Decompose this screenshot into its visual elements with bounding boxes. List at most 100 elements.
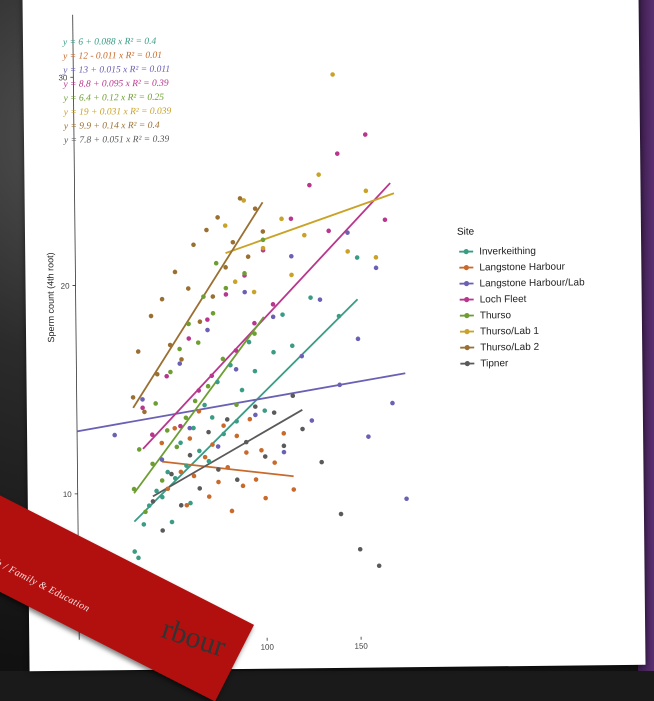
data-point <box>364 189 369 194</box>
data-point <box>374 255 379 260</box>
data-point <box>159 441 164 446</box>
data-point <box>160 528 165 533</box>
data-point <box>261 238 266 243</box>
data-point <box>234 367 239 372</box>
regression-lines <box>74 183 406 522</box>
data-point <box>206 384 211 389</box>
data-point <box>363 132 368 137</box>
data-point <box>136 556 141 561</box>
data-point <box>234 419 239 424</box>
regression-line <box>152 410 303 497</box>
data-point <box>179 503 184 508</box>
data-point <box>316 172 321 177</box>
data-point <box>160 297 165 302</box>
data-point <box>202 403 207 408</box>
data-point <box>231 240 236 245</box>
data-point <box>271 302 276 307</box>
data-point <box>151 499 156 504</box>
data-point <box>170 520 175 525</box>
equation-labels: y = 6 + 0.088 x R² = 0.4y = 12 - 0.011 x… <box>62 37 172 146</box>
data-point <box>224 292 229 297</box>
data-point <box>188 453 193 458</box>
data-point <box>196 388 201 393</box>
data-point <box>289 273 294 278</box>
data-point <box>224 286 229 291</box>
data-point <box>242 290 247 295</box>
equation-label: y = 6 + 0.088 x R² = 0.4 <box>62 37 157 48</box>
data-point <box>177 347 182 352</box>
data-point <box>358 547 363 552</box>
data-point <box>230 509 235 514</box>
equation-label: y = 13 + 0.015 x R² = 0.011 <box>62 65 170 76</box>
data-point <box>279 217 284 222</box>
y-tick-label: 10 <box>63 490 73 499</box>
data-point <box>203 455 208 460</box>
data-point <box>291 487 296 492</box>
data-point <box>179 357 184 362</box>
legend-key-point <box>464 249 469 254</box>
y-axis-title: Sperm count (4th root) <box>45 252 56 342</box>
data-point <box>241 484 246 489</box>
legend-entry: Langstone Harbour <box>479 262 565 274</box>
data-point <box>252 290 257 295</box>
data-point <box>234 434 239 439</box>
data-point <box>149 314 154 319</box>
data-point <box>244 450 249 455</box>
data-point <box>204 228 209 233</box>
data-point <box>271 315 276 320</box>
legend-entry: Tipner <box>480 358 509 369</box>
data-point <box>259 448 264 453</box>
data-point <box>172 426 177 431</box>
data-point <box>318 297 323 302</box>
data-point <box>282 450 287 455</box>
data-point <box>235 477 240 482</box>
legend-entry: Thurso <box>480 310 512 321</box>
data-point <box>193 399 198 404</box>
data-point <box>132 549 137 554</box>
data-point <box>186 336 191 341</box>
data-point <box>178 440 183 445</box>
legend-key-point <box>465 345 470 350</box>
regression-line <box>76 373 405 431</box>
data-point <box>272 460 277 465</box>
data-point <box>272 410 277 415</box>
data-point <box>308 295 313 300</box>
data-point <box>299 354 304 359</box>
data-point <box>330 72 335 77</box>
data-point <box>300 427 305 432</box>
legend-key-point <box>465 361 470 366</box>
data-point <box>165 428 170 433</box>
data-point <box>211 311 216 316</box>
data-point <box>339 512 344 517</box>
data-point <box>131 395 136 400</box>
data-point <box>271 350 276 355</box>
data-point <box>374 266 379 271</box>
data-point <box>140 405 145 410</box>
legend-entry: Thurso/Lab 1 <box>480 326 539 338</box>
equation-label: y = 8.8 + 0.095 x R² = 0.39 <box>62 79 169 90</box>
data-point <box>223 265 228 270</box>
legend-entry: Langstone Harbour/Lab <box>479 277 585 289</box>
data-point <box>253 413 258 418</box>
data-point <box>186 286 191 291</box>
data-point <box>263 496 268 501</box>
data-point <box>216 444 221 449</box>
data-point <box>289 254 294 259</box>
data-point <box>310 418 315 423</box>
data-point <box>404 496 409 501</box>
data-point <box>261 229 266 234</box>
x-tick-label: 150 <box>354 642 368 651</box>
data-point <box>143 510 148 515</box>
data-point <box>221 432 226 437</box>
data-point <box>253 404 258 409</box>
data-point <box>177 361 182 366</box>
data-point <box>188 436 193 441</box>
data-point <box>262 408 267 413</box>
data-point <box>216 480 221 485</box>
data-point <box>337 314 342 319</box>
y-tick-label: 20 <box>61 282 71 291</box>
equation-label: y = 7.8 + 0.051 x R² = 0.39 <box>63 135 170 146</box>
data-point <box>160 478 165 483</box>
legend-key-point <box>464 265 469 270</box>
